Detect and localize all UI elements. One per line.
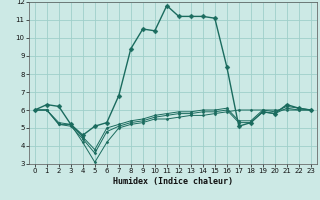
X-axis label: Humidex (Indice chaleur): Humidex (Indice chaleur) <box>113 177 233 186</box>
